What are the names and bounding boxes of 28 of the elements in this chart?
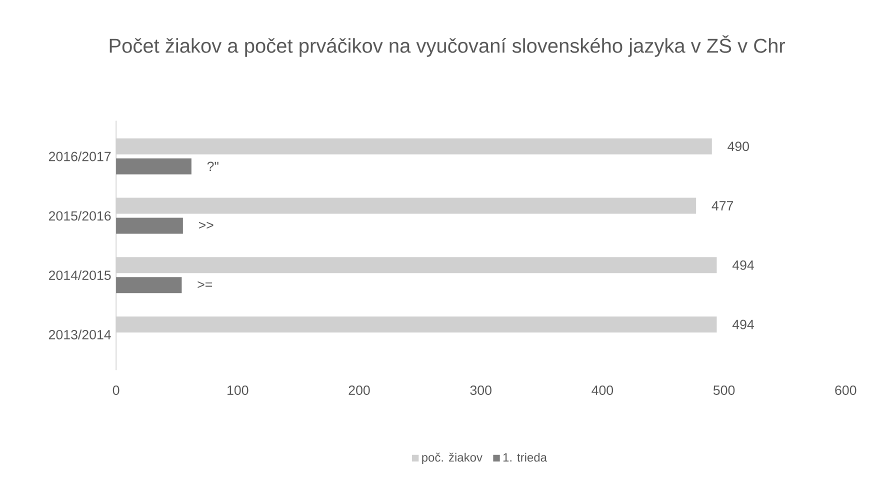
x-tick-label: 600 <box>835 385 856 395</box>
bar <box>116 198 696 214</box>
bar <box>116 138 712 154</box>
bar <box>116 158 192 174</box>
data-label: 490 <box>728 142 749 151</box>
data-label: 494 <box>732 260 754 270</box>
y-tick-label: 2016/2017 <box>48 151 111 162</box>
x-tick-label: 400 <box>592 385 614 395</box>
data-label: 477 <box>712 201 734 210</box>
bar <box>116 218 183 234</box>
chart-title: Počet žiakov a počet prváčikov na vyučovaní slovenského jazyka v ZŠ v Chr <box>110 35 785 57</box>
y-tick-label: 2015/2016 <box>48 210 111 221</box>
bar <box>116 277 182 294</box>
x-tick-label: 300 <box>470 385 492 395</box>
bar <box>116 316 717 332</box>
bar <box>116 257 717 274</box>
data-label: >= <box>198 281 212 288</box>
legend-label: 1. trieda <box>503 452 547 462</box>
data-label: ?" <box>207 162 218 171</box>
x-tick-label: 500 <box>713 385 735 395</box>
legend-label: poč. žiakov <box>422 452 482 464</box>
x-tick-label: 100 <box>228 385 248 395</box>
y-tick-label: 2013/2014 <box>48 330 111 340</box>
x-tick-label: 0 <box>112 385 120 395</box>
data-label: >> <box>198 222 214 229</box>
data-label: 494 <box>732 320 754 330</box>
x-tick-label: 200 <box>348 385 370 395</box>
y-tick-label: 2014/2015 <box>48 270 111 280</box>
